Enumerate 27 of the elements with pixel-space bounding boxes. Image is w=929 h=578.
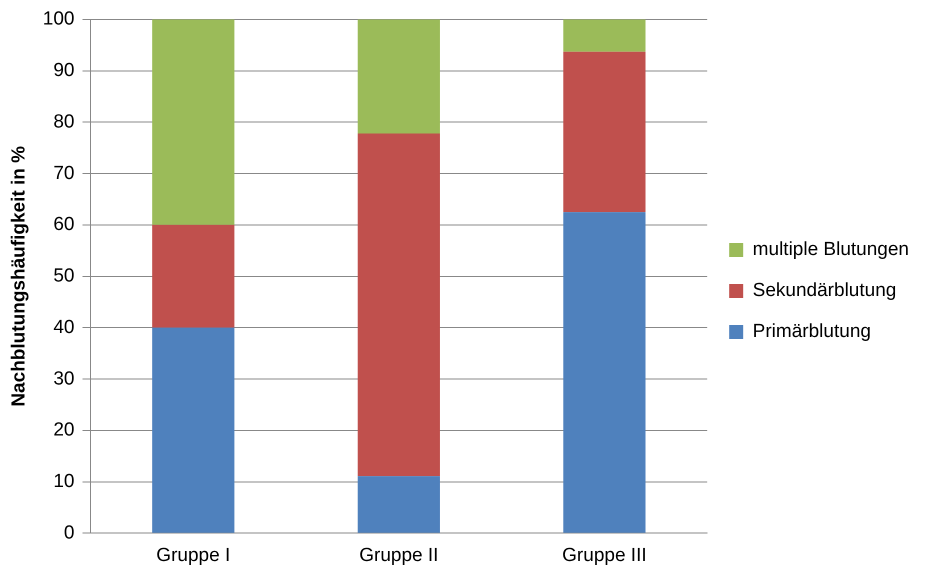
y-tick-label: 30 (53, 368, 74, 390)
legend-label: Sekundärblutung (752, 280, 896, 302)
y-axis-title: Nachblutungshäufigkeit in % (8, 146, 30, 407)
y-tick-label: 100 (42, 8, 74, 30)
y-tick-label: 80 (53, 111, 74, 132)
y-tick-label: 20 (53, 420, 74, 441)
y-tick-label: 0 (64, 522, 74, 544)
bar (152, 224, 234, 328)
legend-label: multiple Blutungen (752, 239, 910, 260)
y-tick-label: 90 (53, 60, 74, 82)
legend-label: Primärblutung (752, 321, 871, 342)
x-tick-label: Gruppe I (156, 544, 230, 566)
bar (563, 52, 646, 212)
bar (358, 133, 440, 476)
x-tick-label: Gruppe II (359, 544, 438, 566)
x-tick-label: Gruppe III (562, 544, 647, 566)
bar (563, 19, 646, 52)
bar (152, 19, 234, 225)
bar (152, 328, 234, 533)
y-tick-label: 70 (53, 162, 74, 184)
bar (563, 212, 646, 533)
bar (358, 476, 440, 533)
y-tick-label: 40 (53, 316, 74, 338)
y-tick-label: 50 (53, 266, 74, 287)
y-tick-label: 60 (53, 214, 74, 236)
bar (358, 19, 440, 134)
y-tick-label: 10 (53, 471, 74, 492)
